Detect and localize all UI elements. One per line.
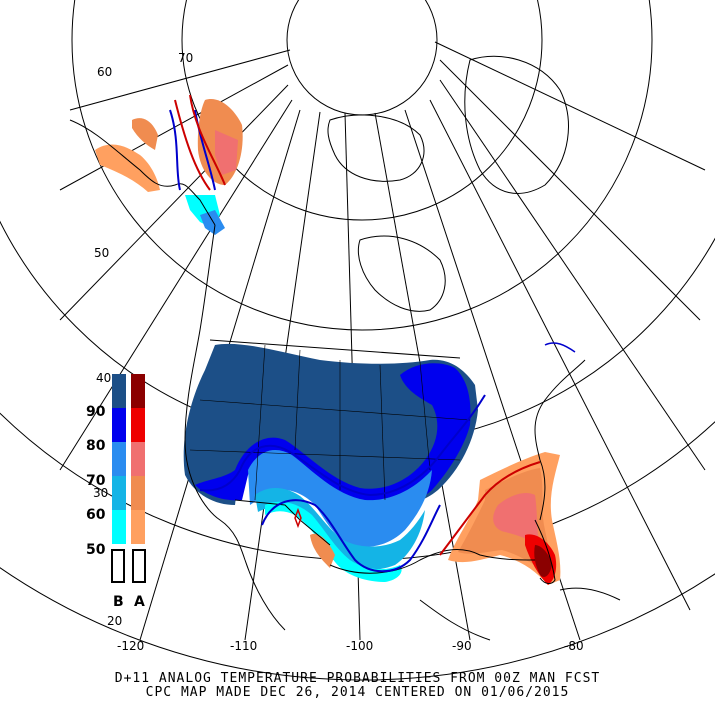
- legend-level-60: 60: [86, 507, 106, 523]
- legend-below-90: [112, 374, 126, 408]
- contour-blue-ne: [544, 342, 576, 353]
- below-50-area: [265, 501, 402, 582]
- lat-label-30: 30: [93, 486, 108, 500]
- graticule: [0, 0, 715, 681]
- lat-label-50: 50: [94, 246, 109, 260]
- lon-label-120: -120: [117, 639, 144, 653]
- lat-circle-70: [181, 0, 543, 221]
- east-coast: [534, 359, 586, 521]
- meridian-50w: [439, 59, 701, 321]
- contour-red-se: [439, 461, 541, 556]
- greenland: [464, 55, 569, 194]
- contour-red-diamond: [294, 507, 302, 529]
- coastlines: [69, 55, 621, 641]
- legend-above-50: [131, 510, 145, 544]
- below-normal-shading: [183, 195, 479, 582]
- lon-label-100: -100: [346, 639, 373, 653]
- lat-label-60: 60: [97, 65, 112, 79]
- legend-above-label: A: [134, 594, 145, 610]
- meridian-70w: [429, 99, 691, 611]
- lat-label-70: 70: [178, 51, 193, 65]
- contour-blue-south: [261, 499, 441, 573]
- above-50-area-ak-w: [95, 144, 160, 192]
- above-60-area-sw: [310, 533, 335, 568]
- lat-circle-80: [286, 0, 438, 116]
- legend-below-50: [112, 510, 126, 544]
- lon-labels: -120 -110 -100 -90 -80: [117, 639, 584, 653]
- alaska-coast: [69, 119, 216, 226]
- mexico-border: [234, 499, 331, 546]
- below-70-area: [248, 450, 432, 547]
- state-lines: [189, 344, 471, 501]
- legend-above-90: [131, 374, 145, 408]
- legend-below-label: B: [113, 594, 124, 610]
- meridian-130w: [59, 99, 293, 471]
- arctic-islands: [327, 114, 425, 182]
- contour-blue-main: [199, 394, 486, 497]
- legend-above-60: [131, 476, 145, 510]
- above-70-area-se: [493, 493, 540, 545]
- below-80-area: [195, 363, 471, 510]
- map-caption-line-2: CPC MAP MADE DEC 26, 2014 CENTERED ON 01…: [145, 685, 570, 700]
- lon-label-80: -80: [564, 639, 584, 653]
- legend-level-50: 50: [86, 542, 106, 558]
- meridian-40w: [434, 41, 706, 171]
- above-70-area-ak-e: [215, 130, 238, 175]
- meridian-60w: [439, 79, 706, 471]
- meridian-140w: [59, 84, 289, 321]
- contour-lines: [169, 94, 576, 573]
- legend-above-70: [131, 442, 145, 476]
- lon-label-110: -110: [230, 639, 257, 653]
- lat-circle-30: [0, 567, 715, 681]
- below-70-area-nw: [200, 210, 225, 235]
- above-90-area-se: [534, 545, 552, 577]
- above-60-area-ak-w: [132, 118, 158, 150]
- legend-below-33: [111, 549, 125, 583]
- lat-labels: 60 70 50 40 30 20: [93, 51, 193, 628]
- canada-border: [209, 339, 461, 359]
- cuba: [559, 587, 621, 601]
- legend-level-80: 80: [86, 438, 106, 454]
- lat-label-40: 40: [96, 371, 111, 385]
- meridian-160w: [69, 49, 291, 111]
- map-caption-line-1: D+11 ANALOG TEMPERATURE PROBABILITIES FR…: [114, 671, 601, 686]
- above-normal-shading: [95, 99, 561, 585]
- legend: 90 80 70 60 50 B A: [86, 374, 146, 610]
- central-america: [419, 599, 491, 641]
- legend-above-33: [132, 549, 146, 583]
- legend-level-90: 90: [86, 404, 106, 420]
- hudson-bay: [357, 235, 446, 312]
- legend-level-70: 70: [86, 473, 106, 489]
- contour-red-ak: [174, 94, 226, 191]
- lon-label-90: -90: [452, 639, 472, 653]
- below-90-area: [183, 343, 479, 507]
- legend-below-60: [112, 476, 126, 510]
- lat-circle-60: [71, 0, 653, 331]
- florida: [534, 519, 556, 584]
- lat-label-20: 20: [107, 614, 122, 628]
- legend-above-80: [131, 408, 145, 442]
- west-coast: [184, 224, 246, 561]
- baja: [244, 559, 286, 631]
- legend-below-80: [112, 408, 126, 442]
- legend-below-70: [112, 442, 126, 476]
